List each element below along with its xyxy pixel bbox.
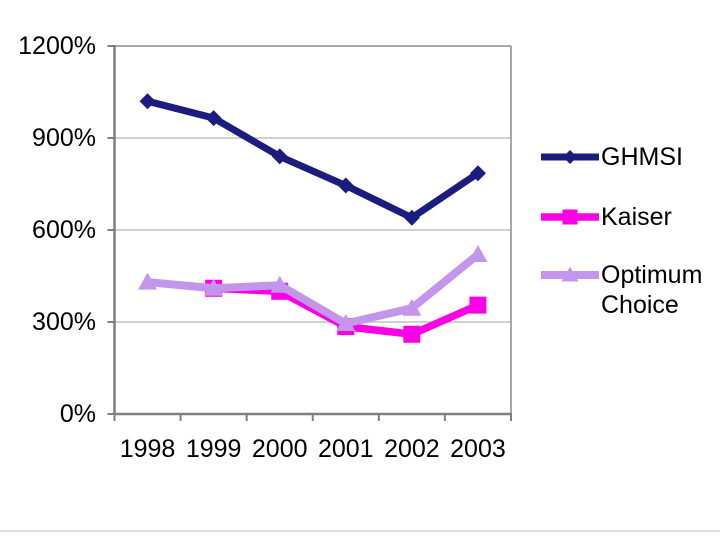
legend-item-kaiser: Kaiser	[541, 202, 720, 232]
y-axis-label: 300%	[32, 308, 96, 336]
legend-swatch-ghmsi-icon	[541, 150, 599, 164]
data-point-marker	[139, 93, 156, 110]
data-point-marker	[271, 148, 288, 165]
legend-marker	[561, 266, 579, 282]
legend-marker	[563, 150, 577, 164]
series-ghmsi	[139, 93, 486, 226]
x-axis-label: 1998	[119, 435, 176, 463]
legend-label-optimum-choice: Optimum Choice	[601, 261, 703, 319]
x-axis-label: 2003	[450, 435, 506, 463]
slide-bottom-divider	[0, 530, 720, 532]
series-line	[143, 250, 482, 328]
series-line	[144, 97, 482, 222]
legend-marker	[562, 209, 578, 225]
y-axis-label: 900%	[32, 124, 96, 152]
data-point-marker	[270, 275, 290, 293]
data-point-marker	[403, 209, 420, 226]
y-axis-label: 1200%	[18, 32, 96, 60]
x-axis-label: 2001	[317, 435, 374, 463]
data-point-marker	[403, 325, 421, 343]
x-axis-label: 2000	[251, 435, 308, 463]
data-point-marker	[337, 177, 354, 194]
legend-label-ghmsi: GHMSI	[601, 143, 683, 171]
data-point-marker	[138, 272, 158, 290]
data-point-marker	[468, 245, 488, 263]
x-axis-label: 1999	[185, 435, 242, 463]
y-axis-label: 0%	[59, 400, 96, 428]
legend-swatch-optimum-choice-icon	[541, 266, 599, 282]
x-axis-label: 2002	[384, 435, 440, 463]
series-optimum-choice	[138, 245, 488, 332]
legend-swatch-kaiser-icon	[541, 209, 599, 225]
data-point-marker	[205, 110, 222, 127]
data-point-marker	[402, 298, 422, 316]
data-point-marker	[469, 165, 486, 182]
data-point-marker	[204, 278, 224, 296]
legend-item-optimum-choice: Optimum Choice	[541, 260, 720, 320]
legend-label-kaiser: Kaiser	[601, 203, 672, 231]
data-point-marker	[469, 296, 487, 314]
data-point-marker	[336, 314, 356, 332]
legend-item-ghmsi: GHMSI	[541, 142, 720, 172]
y-axis-label: 600%	[32, 216, 96, 244]
